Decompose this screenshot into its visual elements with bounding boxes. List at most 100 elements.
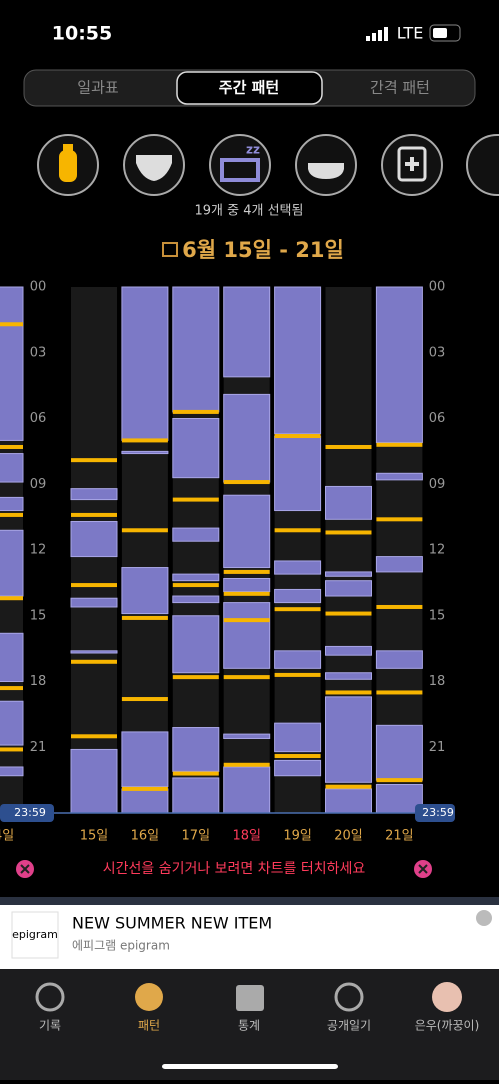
end-badge bbox=[415, 804, 455, 822]
y-tick-label: 15 bbox=[429, 608, 446, 623]
feed-line bbox=[325, 784, 372, 789]
tab[interactable]: 일과표 bbox=[77, 79, 119, 97]
sleep-block bbox=[172, 286, 220, 413]
feed-line bbox=[223, 591, 270, 596]
sleep-block bbox=[172, 727, 220, 772]
y-tick-label: 06 bbox=[30, 411, 47, 426]
feed-line bbox=[71, 734, 117, 739]
sleep-block bbox=[172, 777, 220, 814]
sleep-block bbox=[223, 286, 271, 378]
sleep-block bbox=[375, 286, 423, 444]
pattern-chart: 14일 15일 16일 17일 18일 19일 20일 21일 00 00 03 03 06 06 09 09… bbox=[0, 280, 455, 844]
sleep-block bbox=[0, 453, 24, 483]
feed-line bbox=[172, 583, 219, 588]
sleep-block bbox=[325, 645, 372, 656]
y-tick-label: 12 bbox=[429, 543, 446, 558]
sleep-block bbox=[325, 672, 372, 680]
sleep-block bbox=[223, 393, 271, 483]
sleep-block bbox=[274, 286, 322, 435]
feed-line bbox=[223, 569, 270, 574]
feed-line bbox=[274, 672, 321, 677]
y-tick-label: 06 bbox=[429, 411, 446, 426]
feed-line bbox=[274, 528, 321, 533]
feed-line bbox=[325, 444, 372, 449]
sleep-block bbox=[325, 580, 372, 597]
feed-line bbox=[376, 517, 423, 522]
ad-divider bbox=[0, 897, 499, 905]
y-tick-label: 03 bbox=[30, 345, 47, 360]
feed-line bbox=[223, 618, 270, 623]
sleep-block bbox=[274, 722, 322, 753]
day-label: 17일 bbox=[182, 829, 211, 844]
feed-line bbox=[0, 512, 23, 517]
feed-line bbox=[121, 786, 168, 791]
sleep-block bbox=[121, 731, 169, 788]
sleep-block bbox=[121, 286, 169, 441]
sleep-block bbox=[0, 632, 24, 682]
sleep-block bbox=[172, 527, 220, 542]
tab-icon-active bbox=[135, 983, 163, 1011]
icon-sleep[interactable] bbox=[209, 134, 271, 196]
icon-more[interactable] bbox=[466, 134, 499, 196]
calendar-icon bbox=[162, 242, 178, 257]
ad-logo: epigram bbox=[12, 928, 58, 941]
tab-avatar bbox=[432, 982, 462, 1012]
end-badge bbox=[0, 804, 54, 822]
hint: 시간선을 숨기거나 보려면 차트를 터치하세요 bbox=[103, 861, 366, 877]
feed-line bbox=[0, 322, 23, 327]
feed-line bbox=[172, 497, 219, 502]
ad-info[interactable] bbox=[476, 910, 492, 926]
sleep-block bbox=[223, 494, 271, 569]
feed-line bbox=[0, 596, 23, 601]
feed-line bbox=[121, 697, 168, 702]
y-tick-label: 18 bbox=[429, 674, 446, 689]
feed-line bbox=[121, 528, 168, 533]
feed-line bbox=[223, 762, 270, 767]
segment-selected bbox=[176, 71, 323, 105]
sleep-block bbox=[274, 435, 322, 512]
sleep-block bbox=[121, 450, 169, 455]
feed-line bbox=[376, 442, 423, 447]
feed-line bbox=[0, 747, 23, 752]
tab-label[interactable]: 은우(까꿍이) bbox=[415, 1019, 480, 1033]
ad-title: NEW SUMMER NEW ITEM bbox=[72, 914, 272, 933]
feed-line bbox=[172, 771, 219, 776]
sleep-block bbox=[274, 588, 322, 604]
feed-line bbox=[376, 604, 423, 609]
home-indicator bbox=[162, 1064, 338, 1069]
y-tick-label: 00 bbox=[429, 280, 446, 295]
sleep-block bbox=[70, 488, 118, 501]
y-tick-label: 03 bbox=[429, 345, 446, 360]
sleep-block bbox=[325, 571, 372, 577]
day-label: 21일 bbox=[385, 829, 414, 844]
tab-label[interactable]: 통계 bbox=[238, 1019, 260, 1033]
y-tick-label: 00 bbox=[30, 280, 47, 295]
sleep-block bbox=[70, 597, 118, 608]
sleep-block bbox=[70, 521, 118, 558]
sleep-block bbox=[121, 567, 169, 615]
svg-text:zz: zz bbox=[246, 143, 260, 157]
tab-label[interactable]: 공개일기 bbox=[327, 1019, 371, 1033]
y-tick-label: 21 bbox=[429, 740, 446, 755]
sleep-block bbox=[121, 788, 169, 814]
sleep-block bbox=[223, 733, 271, 739]
y-tick-label: 15 bbox=[30, 608, 47, 623]
feed-line bbox=[172, 675, 219, 680]
day-label: 14일 bbox=[0, 829, 14, 844]
tab-label[interactable]: 패턴 bbox=[138, 1019, 160, 1033]
sleep-block bbox=[375, 724, 423, 781]
y-tick-label: 18 bbox=[30, 674, 47, 689]
day-label: 16일 bbox=[131, 829, 160, 844]
tab[interactable]: 간격 패턴 bbox=[370, 79, 430, 97]
feed-line bbox=[325, 530, 372, 535]
sleep-block bbox=[325, 788, 372, 814]
sleep-block bbox=[375, 650, 423, 669]
sleep-block bbox=[0, 529, 24, 597]
tab-label[interactable]: 기록 bbox=[39, 1019, 61, 1033]
ad-banner[interactable] bbox=[0, 905, 499, 969]
feed-line bbox=[0, 686, 23, 691]
tab[interactable]: 주간 패턴 bbox=[219, 79, 279, 97]
day-label: 19일 bbox=[283, 829, 312, 844]
feed-line bbox=[274, 754, 321, 759]
